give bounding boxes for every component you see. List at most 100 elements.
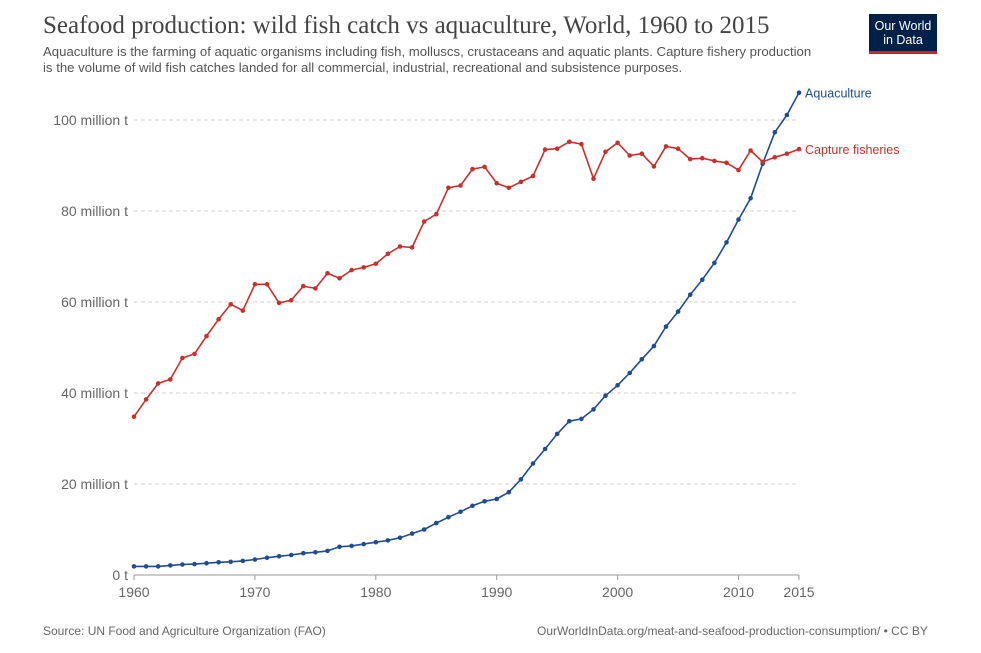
aquaculture-point [204, 560, 209, 566]
capture-fisheries-point [385, 251, 391, 257]
capture-fisheries-point [192, 351, 197, 357]
capture-fisheries-point [554, 146, 560, 151]
aquaculture-point [337, 544, 342, 550]
aquaculture-point [434, 520, 439, 526]
y-tick-label: 0 t [112, 567, 128, 583]
series-labels: Aquaculture Capture fisheries [805, 87, 900, 157]
x-tick-label: 1980 [360, 584, 391, 600]
capture-fisheries-point [748, 148, 753, 153]
logo-line-2: in Data [883, 33, 923, 47]
aquaculture-point [712, 260, 717, 266]
aquaculture-point [349, 543, 354, 549]
aquaculture-point [276, 554, 282, 559]
aquaculture-point [252, 557, 258, 562]
capture-fisheries-point [228, 302, 233, 307]
aquaculture-point [784, 112, 790, 118]
aquaculture-point [736, 217, 741, 222]
aquaculture-point [301, 550, 306, 556]
capture-fisheries-point [615, 140, 620, 146]
aquaculture-point [627, 370, 632, 376]
capture-fisheries-point [772, 155, 778, 160]
capture-fisheries-point [313, 286, 318, 291]
aquaculture-point [325, 548, 330, 554]
capture-fisheries-point [530, 173, 536, 179]
aquaculture-point [675, 309, 681, 314]
capture-fisheries-point [603, 149, 608, 155]
axes: 0 t 20 million t 40 million t 60 million t 8… [53, 112, 814, 600]
capture-fisheries-point [276, 300, 282, 306]
capture-fisheries-point [784, 151, 790, 156]
capture-fisheries-point [458, 183, 463, 188]
capture-fisheries-point [168, 377, 173, 382]
aquaculture-point [192, 561, 197, 567]
grid-lines [134, 119, 799, 485]
capture-fisheries-point [180, 355, 185, 361]
capture-fisheries-point [712, 158, 717, 164]
y-tick-label: 20 million t [61, 476, 128, 492]
capture-fisheries-point [663, 144, 669, 149]
y-tick-label: 80 million t [61, 203, 128, 219]
capture-fisheries-point [143, 397, 149, 402]
capture-fisheries-point [216, 317, 221, 322]
capture-fisheries-point [579, 141, 584, 147]
capture-fisheries-point [397, 244, 403, 249]
capture-fisheries-point [240, 308, 246, 313]
aquaculture-line [134, 92, 800, 568]
capture-fisheries-point [591, 176, 596, 181]
aquaculture-point [385, 538, 391, 543]
aquaculture-point [651, 343, 657, 349]
aquaculture-point [143, 564, 149, 569]
capture-fisheries-point [421, 219, 427, 224]
capture-fisheries-point [567, 139, 572, 145]
source-note: Source: UN Food and Agriculture Organiza… [43, 624, 326, 638]
aquaculture-point [264, 555, 270, 560]
capture-fisheries-label: Capture fisheries [805, 143, 900, 157]
aquaculture-point [518, 477, 524, 482]
aquaculture-point [796, 90, 802, 95]
capture-fisheries-point [131, 414, 137, 420]
aquaculture-point [458, 509, 463, 515]
capture-fisheries-point [301, 283, 306, 289]
capture-fisheries-point [627, 153, 632, 158]
aquaculture-point [542, 446, 548, 452]
capture-fisheries-point [288, 297, 294, 303]
aquaculture-point [288, 552, 294, 558]
aquaculture-point [216, 560, 221, 565]
aquaculture-point [772, 130, 778, 135]
aquaculture-point [663, 324, 669, 329]
capture-fisheries-point [724, 160, 729, 166]
aquaculture-point [567, 418, 572, 424]
x-tick-label: 2015 [783, 584, 814, 600]
citation-link[interactable]: OurWorldInData.org/meat-and-seafood-prod… [537, 624, 928, 638]
capture-fisheries-point [700, 155, 705, 161]
aquaculture-point [724, 240, 729, 245]
aquaculture-point [554, 431, 560, 437]
capture-fisheries-point [796, 146, 802, 152]
capture-fisheries-point [760, 159, 765, 165]
aquaculture-point [409, 531, 415, 536]
capture-fisheries-point [446, 185, 451, 191]
capture-fisheries-point [542, 147, 548, 152]
x-tick-label: 2010 [723, 584, 754, 600]
capture-fisheries-point [675, 146, 681, 151]
aquaculture-point [373, 539, 379, 545]
aquaculture-point [313, 550, 318, 555]
capture-fisheries-point [252, 282, 258, 287]
aquaculture-point [506, 489, 512, 495]
aquaculture-point [687, 292, 693, 298]
aquaculture-point [482, 499, 487, 504]
capture-fisheries-point [361, 265, 367, 270]
aquaculture-point [421, 527, 427, 532]
owid-logo[interactable]: Our World in Data [869, 14, 937, 54]
y-tick-label: 40 million t [61, 385, 128, 401]
aquaculture-point [240, 558, 246, 564]
aquaculture-point [361, 541, 367, 547]
x-tick-label: 2000 [602, 584, 633, 600]
capture-fisheries-point [736, 167, 741, 173]
capture-fisheries-point [155, 381, 161, 386]
capture-fisheries-point [264, 282, 270, 287]
aquaculture-point [470, 503, 475, 509]
aquaculture-point [639, 357, 645, 362]
capture-fisheries-point [518, 179, 524, 185]
aquaculture-point [603, 393, 608, 399]
